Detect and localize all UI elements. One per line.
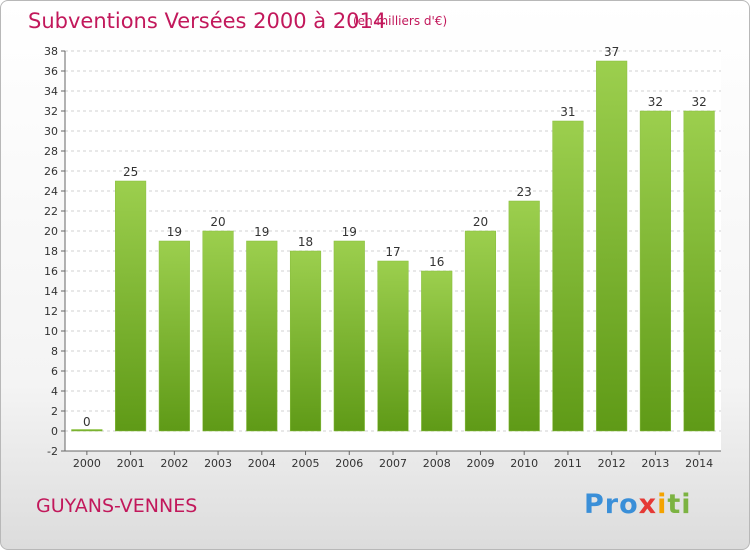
bar-value-label: 20 — [473, 215, 488, 229]
y-tick-label: 38 — [44, 45, 58, 58]
x-tick-label: 2012 — [598, 457, 626, 470]
bar-value-label: 19 — [167, 225, 182, 239]
y-tick-label: -2 — [47, 445, 58, 458]
bar-2003 — [202, 230, 234, 432]
y-tick-label: 32 — [44, 105, 58, 118]
bar-2006 — [333, 240, 365, 432]
bar-value-label: 23 — [517, 185, 532, 199]
proxiti-logo[interactable]: Proxiti — [584, 489, 692, 520]
bar-value-label: 19 — [254, 225, 269, 239]
x-tick-label: 2008 — [423, 457, 451, 470]
bar-value-label: 0 — [83, 415, 91, 429]
x-tick-label: 2002 — [160, 457, 188, 470]
y-tick-label: 20 — [44, 225, 58, 238]
bar-value-label: 25 — [123, 165, 138, 179]
bar-value-label: 32 — [648, 95, 663, 109]
y-tick-label: 6 — [51, 365, 58, 378]
x-tick-label: 2007 — [379, 457, 407, 470]
y-tick-label: 26 — [44, 165, 58, 178]
chart-subtitle: (en milliers d'€) — [353, 14, 448, 28]
bar-2009 — [464, 230, 497, 432]
y-tick-label: 18 — [44, 245, 58, 258]
bar-value-label: 18 — [298, 235, 313, 249]
x-tick-label: 2009 — [466, 457, 494, 470]
bar-2012 — [596, 60, 628, 432]
bar-2007 — [377, 260, 409, 432]
x-tick-label: 2010 — [510, 457, 538, 470]
chart-title: Subventions Versées 2000 à 2014 — [28, 9, 387, 33]
y-tick-label: 34 — [44, 85, 58, 98]
bar-2008 — [421, 270, 453, 432]
x-tick-label: 2011 — [554, 457, 582, 470]
y-tick-label: 12 — [44, 305, 58, 318]
x-tick-label: 2005 — [292, 457, 320, 470]
y-tick-label: 0 — [51, 425, 58, 438]
x-tick-label: 2003 — [204, 457, 232, 470]
y-tick-label: 8 — [51, 345, 58, 358]
bar-2002 — [158, 240, 190, 432]
bar-value-label: 19 — [342, 225, 357, 239]
bar-value-label: 37 — [604, 45, 619, 59]
y-tick-label: 28 — [44, 145, 58, 158]
bar-2000 — [71, 429, 103, 432]
y-tick-label: 2 — [51, 405, 58, 418]
bar-2005 — [289, 250, 322, 432]
y-tick-label: 16 — [44, 265, 58, 278]
bar-2004 — [246, 240, 278, 432]
bar-2011 — [552, 120, 584, 432]
y-tick-label: 4 — [51, 385, 58, 398]
bar-2014 — [683, 110, 715, 432]
x-tick-label: 2014 — [685, 457, 713, 470]
y-tick-label: 22 — [44, 205, 58, 218]
bar-value-label: 16 — [429, 255, 444, 269]
bar-value-label: 32 — [691, 95, 706, 109]
y-tick-label: 24 — [44, 185, 58, 198]
bar-value-label: 31 — [560, 105, 575, 119]
bar-2013 — [639, 110, 671, 432]
bar-value-label: 20 — [210, 215, 225, 229]
commune-name: GUYANS-VENNES — [36, 495, 198, 517]
y-tick-label: 36 — [44, 65, 58, 78]
x-tick-label: 2000 — [73, 457, 101, 470]
y-tick-label: 10 — [44, 325, 58, 338]
y-tick-label: 14 — [44, 285, 58, 298]
x-tick-label: 2013 — [641, 457, 669, 470]
x-tick-label: 2004 — [248, 457, 276, 470]
bar-value-label: 17 — [385, 245, 400, 259]
x-tick-label: 2006 — [335, 457, 363, 470]
y-tick-label: 30 — [44, 125, 58, 138]
bar-2001 — [115, 180, 147, 432]
x-tick-label: 2001 — [117, 457, 145, 470]
bar-2010 — [508, 200, 540, 432]
